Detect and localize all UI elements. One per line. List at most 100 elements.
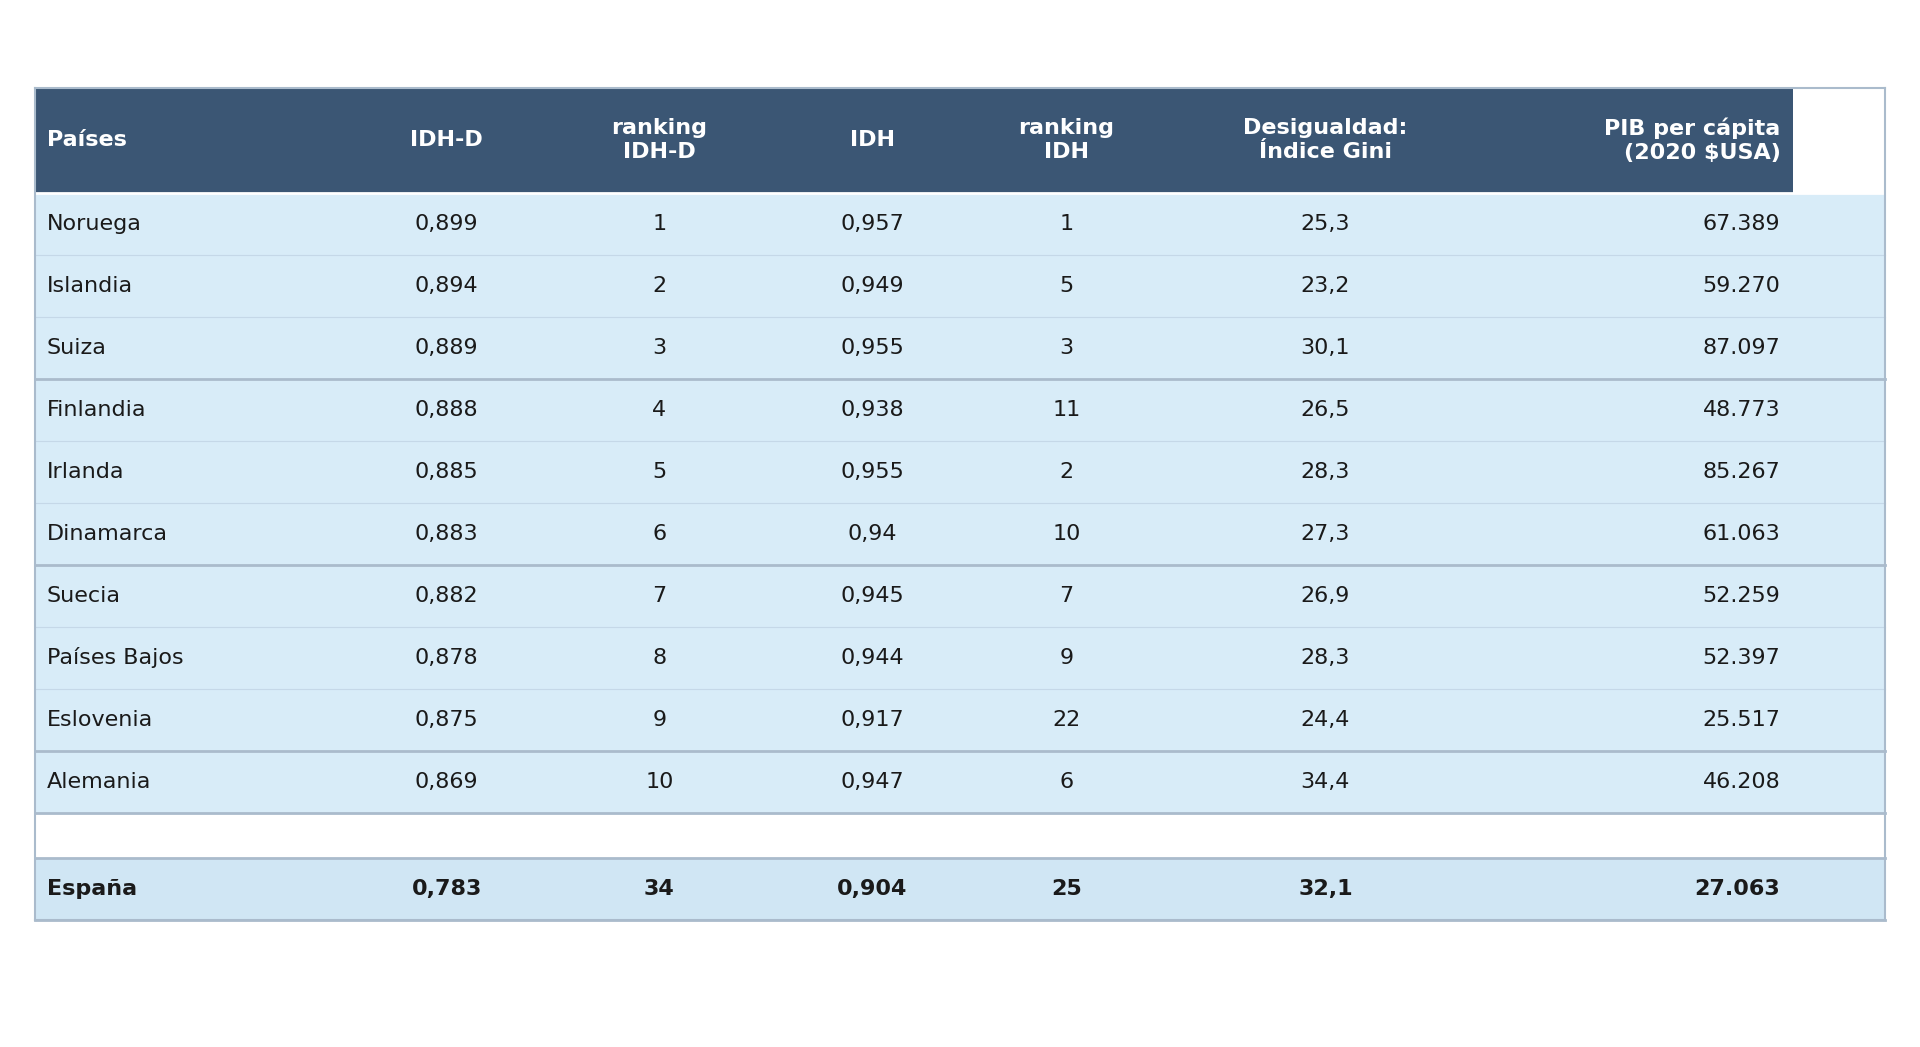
Text: 11: 11: [1052, 400, 1081, 420]
Text: 26,9: 26,9: [1300, 586, 1350, 606]
Text: 7: 7: [653, 586, 666, 606]
Text: 0,894: 0,894: [415, 276, 478, 296]
Bar: [35, 689, 1885, 751]
Bar: [35, 627, 1885, 689]
Text: 30,1: 30,1: [1300, 338, 1350, 358]
Text: Finlandia: Finlandia: [46, 400, 146, 420]
Text: 6: 6: [1060, 772, 1073, 792]
Text: 0,883: 0,883: [415, 524, 478, 544]
Text: 0,94: 0,94: [847, 524, 897, 544]
Text: 24,4: 24,4: [1300, 710, 1350, 730]
Text: 9: 9: [653, 710, 666, 730]
Text: 0,947: 0,947: [841, 772, 904, 792]
Text: 28,3: 28,3: [1300, 462, 1350, 482]
Text: 5: 5: [653, 462, 666, 482]
Bar: [534, 88, 783, 193]
Text: 23,2: 23,2: [1300, 276, 1350, 296]
Text: Suiza: Suiza: [46, 338, 108, 358]
Text: Suecia: Suecia: [46, 586, 121, 606]
Bar: [960, 88, 1173, 193]
Text: ranking
IDH-D: ranking IDH-D: [611, 118, 707, 162]
Bar: [35, 441, 1885, 503]
Text: 8: 8: [653, 648, 666, 668]
Bar: [35, 255, 1885, 317]
Text: Dinamarca: Dinamarca: [46, 524, 169, 544]
Bar: [35, 88, 359, 193]
Text: 0,888: 0,888: [415, 400, 478, 420]
Text: 1: 1: [653, 214, 666, 233]
Text: Alemania: Alemania: [46, 772, 152, 792]
Text: 61.063: 61.063: [1703, 524, 1780, 544]
Text: Noruega: Noruega: [46, 214, 142, 233]
Text: Desigualdad:
Índice Gini: Desigualdad: Índice Gini: [1242, 118, 1407, 162]
Text: 27.063: 27.063: [1695, 879, 1780, 899]
Text: Países: Países: [46, 131, 127, 151]
Text: 2: 2: [1060, 462, 1073, 482]
Bar: [35, 751, 1885, 814]
Bar: [35, 317, 1885, 379]
Text: 0,904: 0,904: [837, 879, 908, 899]
Text: 46.208: 46.208: [1703, 772, 1780, 792]
Text: 10: 10: [1052, 524, 1081, 544]
Text: 6: 6: [653, 524, 666, 544]
Text: 0,899: 0,899: [415, 214, 478, 233]
Text: IDH: IDH: [851, 131, 895, 151]
Text: 4: 4: [653, 400, 666, 420]
Text: 0,882: 0,882: [415, 586, 478, 606]
Bar: [35, 857, 1885, 920]
Text: 52.397: 52.397: [1703, 648, 1780, 668]
Text: 0,783: 0,783: [411, 879, 482, 899]
Text: 34: 34: [643, 879, 674, 899]
Text: 2: 2: [653, 276, 666, 296]
Text: 0,889: 0,889: [415, 338, 478, 358]
Bar: [1478, 88, 1793, 193]
Bar: [783, 88, 960, 193]
Bar: [35, 193, 1885, 255]
Text: 25.517: 25.517: [1703, 710, 1780, 730]
Text: 27,3: 27,3: [1300, 524, 1350, 544]
Text: 0,869: 0,869: [415, 772, 478, 792]
Bar: [359, 88, 534, 193]
Text: 0,875: 0,875: [415, 710, 478, 730]
Text: España: España: [46, 879, 136, 899]
Text: 0,917: 0,917: [841, 710, 904, 730]
Text: 85.267: 85.267: [1703, 462, 1780, 482]
Bar: [35, 814, 1885, 857]
Text: Países Bajos: Países Bajos: [46, 647, 184, 668]
Text: 0,944: 0,944: [841, 648, 904, 668]
Text: 0,957: 0,957: [841, 214, 904, 233]
Text: 0,878: 0,878: [415, 648, 478, 668]
Text: 0,945: 0,945: [841, 586, 904, 606]
Text: 0,938: 0,938: [841, 400, 904, 420]
Text: 0,885: 0,885: [415, 462, 478, 482]
Text: 3: 3: [653, 338, 666, 358]
Text: 0,955: 0,955: [841, 338, 904, 358]
Text: 52.259: 52.259: [1703, 586, 1780, 606]
Text: IDH-D: IDH-D: [411, 131, 484, 151]
Text: 59.270: 59.270: [1703, 276, 1780, 296]
Text: 5: 5: [1060, 276, 1073, 296]
Bar: [35, 565, 1885, 627]
Text: 7: 7: [1060, 586, 1073, 606]
Text: 0,955: 0,955: [841, 462, 904, 482]
Text: 32,1: 32,1: [1298, 879, 1354, 899]
Text: 3: 3: [1060, 338, 1073, 358]
Text: Eslovenia: Eslovenia: [46, 710, 154, 730]
Text: 22: 22: [1052, 710, 1081, 730]
Text: 10: 10: [645, 772, 674, 792]
Text: 26,5: 26,5: [1300, 400, 1350, 420]
Bar: [1173, 88, 1478, 193]
Text: 67.389: 67.389: [1703, 214, 1780, 233]
Text: 87.097: 87.097: [1703, 338, 1780, 358]
Text: ranking
IDH: ranking IDH: [1018, 118, 1114, 162]
Text: 48.773: 48.773: [1703, 400, 1780, 420]
Text: 9: 9: [1060, 648, 1073, 668]
Text: 34,4: 34,4: [1300, 772, 1350, 792]
Text: 25,3: 25,3: [1300, 214, 1350, 233]
Text: 28,3: 28,3: [1300, 648, 1350, 668]
Text: 1: 1: [1060, 214, 1073, 233]
Text: Irlanda: Irlanda: [46, 462, 125, 482]
Text: 25: 25: [1050, 879, 1081, 899]
Bar: [35, 503, 1885, 565]
Text: PIB per cápita
(2020 $USA): PIB per cápita (2020 $USA): [1605, 117, 1780, 163]
